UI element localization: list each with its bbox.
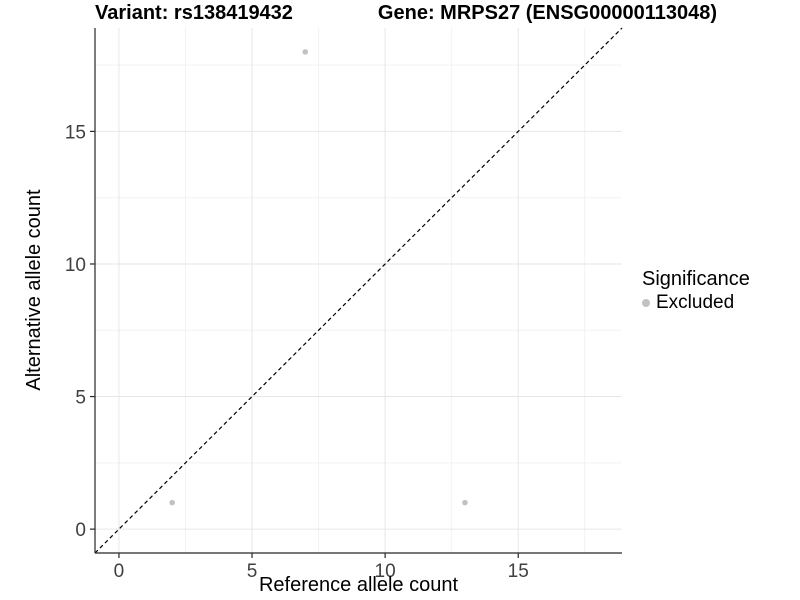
legend-entry-excluded: Excluded [642, 292, 750, 314]
identity-reference-line [94, 27, 623, 554]
data-point [462, 499, 468, 506]
excluded-point-icon [642, 299, 650, 308]
x-tick-label: 5 [247, 561, 258, 582]
plot-title-variant: Variant: rs138419432 [95, 2, 293, 24]
y-tick-label: 15 [65, 122, 86, 143]
x-axis-title: Reference allele count [258, 574, 458, 596]
data-point [169, 499, 175, 506]
legend-title: Significance [642, 268, 750, 290]
legend-entry-label: Excluded [656, 292, 735, 313]
plot-title-gene: Gene: MRPS27 (ENSG00000113048) [377, 2, 717, 24]
x-tick-label: 15 [508, 561, 529, 582]
data-point [302, 49, 309, 55]
y-tick-label: 0 [75, 520, 86, 541]
x-tick-label: 0 [114, 561, 125, 582]
y-tick-label: 10 [65, 255, 86, 276]
y-tick-label: 5 [75, 388, 86, 409]
legend: Significance Excluded [642, 268, 750, 314]
x-tick-label: 10 [375, 561, 396, 582]
